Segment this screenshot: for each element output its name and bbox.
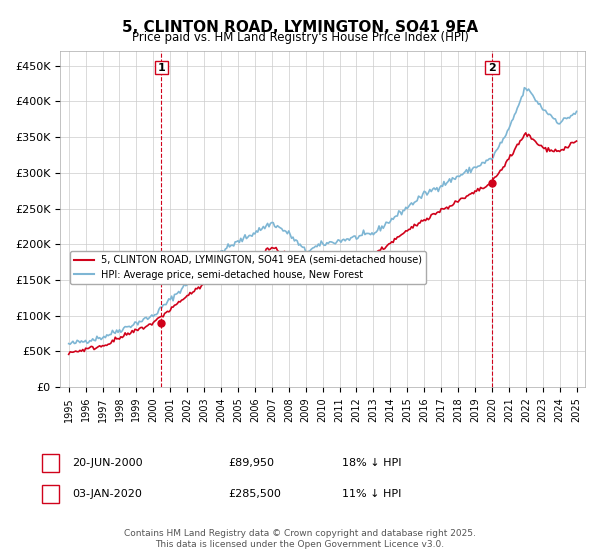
Text: 18% ↓ HPI: 18% ↓ HPI (342, 458, 401, 468)
Text: 1: 1 (157, 63, 165, 73)
Text: 2: 2 (47, 489, 54, 499)
Text: 03-JAN-2020: 03-JAN-2020 (72, 489, 142, 499)
Text: £285,500: £285,500 (228, 489, 281, 499)
Text: Price paid vs. HM Land Registry's House Price Index (HPI): Price paid vs. HM Land Registry's House … (131, 31, 469, 44)
Text: Contains HM Land Registry data © Crown copyright and database right 2025.
This d: Contains HM Land Registry data © Crown c… (124, 529, 476, 549)
Text: 11% ↓ HPI: 11% ↓ HPI (342, 489, 401, 499)
Text: 20-JUN-2000: 20-JUN-2000 (72, 458, 143, 468)
Text: 2: 2 (488, 63, 496, 73)
FancyBboxPatch shape (155, 62, 168, 74)
Legend: 5, CLINTON ROAD, LYMINGTON, SO41 9EA (semi-detached house), HPI: Average price, : 5, CLINTON ROAD, LYMINGTON, SO41 9EA (se… (70, 251, 427, 284)
Text: 5, CLINTON ROAD, LYMINGTON, SO41 9EA: 5, CLINTON ROAD, LYMINGTON, SO41 9EA (122, 20, 478, 35)
Text: £89,950: £89,950 (228, 458, 274, 468)
FancyBboxPatch shape (485, 62, 499, 74)
Text: 1: 1 (47, 458, 54, 468)
